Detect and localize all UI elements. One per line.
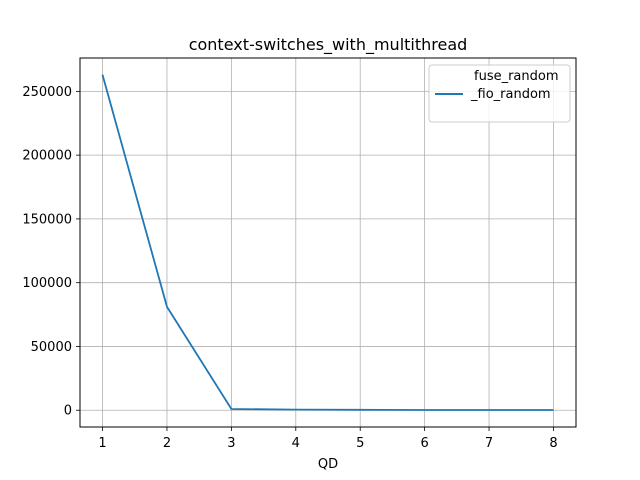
x-tick-label: 1 [98, 436, 106, 451]
x-tick-label: 4 [292, 436, 300, 451]
chart-title: context-switches_with_multithread [189, 35, 468, 55]
series-line [101, 74, 554, 411]
x-tick-label: 3 [227, 436, 235, 451]
x-tick-label: 2 [163, 436, 171, 451]
y-tick-label: 0 [64, 404, 72, 419]
y-tick-label: 150000 [22, 212, 72, 227]
x-tick-label: 5 [356, 436, 364, 451]
x-tick-label: 7 [485, 436, 493, 451]
legend-box [428, 64, 571, 123]
y-tick-label: 100000 [22, 276, 72, 291]
y-tick-label: 250000 [22, 85, 72, 100]
plot-frame [79, 57, 577, 428]
x-tick-label: 6 [420, 436, 428, 451]
y-tick-label: 200000 [22, 149, 72, 164]
x-tick-label: 8 [549, 436, 557, 451]
legend: fuse_random _fio_random [428, 64, 571, 123]
series-layer [101, 74, 554, 411]
x-axis-label: QD [318, 457, 338, 472]
y-axis: 0 50000 100000 150000 200000 250000 [22, 85, 80, 419]
y-tick-label: 50000 [31, 340, 72, 355]
legend-entry-label: fuse_random _fio_random [470, 69, 559, 102]
x-axis: 1 2 3 4 5 6 7 8 [98, 427, 558, 451]
